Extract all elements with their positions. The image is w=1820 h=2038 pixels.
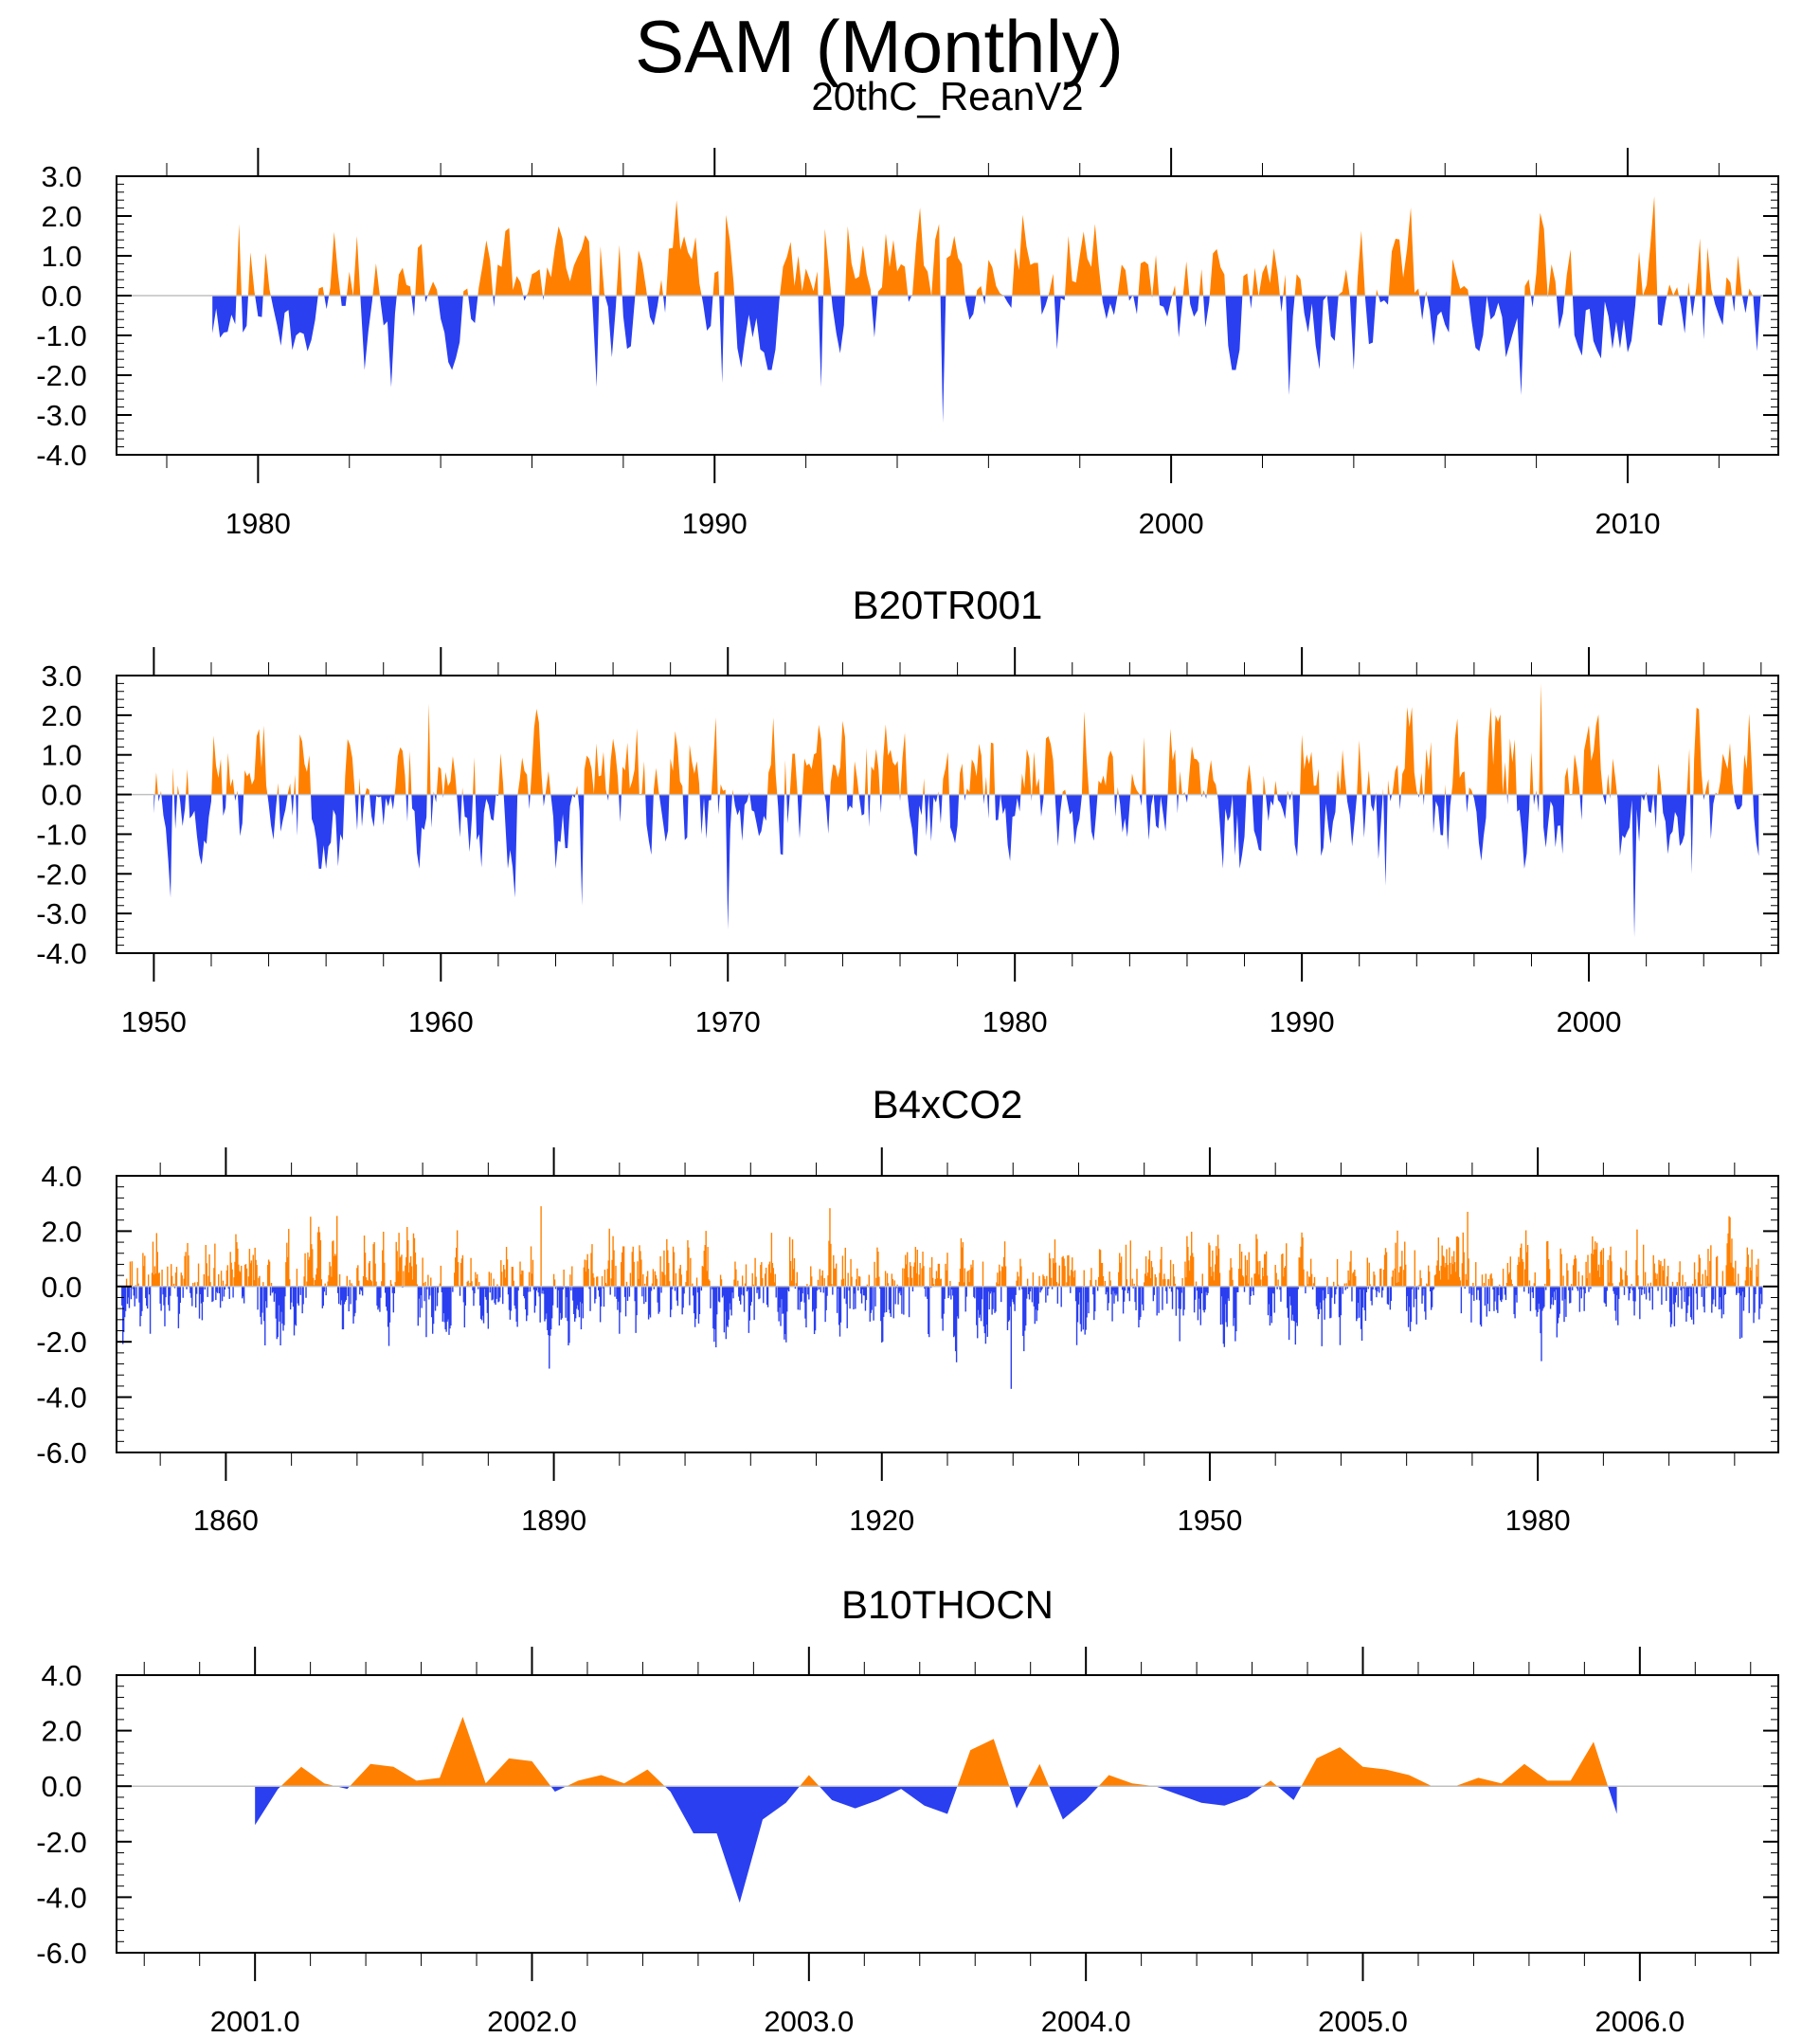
panel-1: 3.0 2.0 1.0 0.0 -1.0 -2.0 -3.0 -4.0 1980 1990 2000… (36, 148, 1779, 540)
ytick-label: -1.0 (36, 319, 86, 352)
panel-4: 4.0 2.0 0.0 -2.0 -4.0 -6.0 2001.0 2002.0 2003.0 2… (36, 1647, 1779, 2038)
xtick-label: 1960 (408, 1005, 474, 1038)
series-positive-area (280, 1716, 1609, 1787)
ytick-label: 2.0 (41, 1215, 81, 1248)
panel-3: 4.0 2.0 0.0 -2.0 -4.0 -6.0 1860 1890 1920 1950 198… (36, 1147, 1779, 1537)
xtick-label: 1950 (1177, 1504, 1242, 1537)
xtick-label: 1980 (225, 507, 291, 540)
xtick-label: 1990 (1270, 1005, 1335, 1038)
plot-frame (116, 1674, 1779, 1954)
series-negative (121, 1286, 1763, 1389)
xtick-label: 1890 (521, 1504, 586, 1537)
ytick-label: -4.0 (36, 937, 86, 970)
ytick-label: -3.0 (36, 399, 86, 432)
ytick-label: 2.0 (41, 200, 81, 233)
xtick-label: 2003.0 (764, 2005, 854, 2038)
ytick-label: -4.0 (36, 1381, 86, 1415)
panel-title-20thc-reanv2: 20thC_ReanV2 (811, 74, 1084, 118)
xtick-label: 2001.0 (210, 2005, 300, 2038)
figure-title: SAM (Monthly) (635, 5, 1124, 88)
xtick-label: 2006.0 (1595, 2005, 1685, 2038)
ytick-label: -6.0 (36, 1937, 86, 1970)
ytick-label: -4.0 (36, 1881, 86, 1914)
xtick-label: 1970 (695, 1005, 761, 1038)
ytick-label: 0.0 (41, 779, 81, 812)
ytick-label: 3.0 (41, 160, 81, 193)
plot-frame (116, 675, 1779, 954)
ytick-label: 4.0 (41, 1659, 81, 1692)
xtick-label: 2000 (1557, 1005, 1622, 1038)
ytick-label: 3.0 (41, 659, 81, 693)
ytick-label: 0.0 (41, 280, 81, 313)
panel-title-b20tr001: B20TR001 (852, 583, 1043, 627)
xtick-label: 1950 (121, 1005, 187, 1038)
series-positive (125, 1206, 1759, 1287)
series-positive-area (153, 683, 1759, 795)
ytick-label: -3.0 (36, 897, 86, 930)
xtick-label: 1980 (1505, 1504, 1571, 1537)
ytick-label: 0.0 (41, 1271, 81, 1304)
panel-2: 3.0 2.0 1.0 0.0 -1.0 -2.0 -3.0 -4.0 1950 1960 1970… (36, 647, 1779, 1038)
xtick-label: 2010 (1595, 507, 1660, 540)
ytick-label: 1.0 (41, 739, 81, 772)
series-negative-area (153, 794, 1759, 938)
series-negative-area (255, 1786, 1617, 1903)
ytick-label: -2.0 (36, 359, 86, 392)
ytick-label: -6.0 (36, 1436, 86, 1470)
ytick-label: -2.0 (36, 857, 86, 891)
xtick-label: 2002.0 (487, 2005, 577, 2038)
ytick-label: -2.0 (36, 1326, 86, 1359)
series-negative-area (212, 296, 1761, 424)
plot-frame (116, 175, 1779, 456)
xtick-label: 1920 (849, 1504, 914, 1537)
ytick-label: -4.0 (36, 439, 86, 472)
xtick-label: 1980 (982, 1005, 1048, 1038)
ytick-label: 1.0 (41, 240, 81, 273)
xtick-label: 2000 (1139, 507, 1204, 540)
ytick-label: -1.0 (36, 818, 86, 851)
plot-frame (116, 1175, 1779, 1453)
ytick-label: 0.0 (41, 1770, 81, 1803)
panel-title-b4xco2: B4xCO2 (872, 1082, 1023, 1127)
xtick-label: 1990 (682, 507, 748, 540)
panel-title-b10thocn: B10THOCN (840, 1582, 1054, 1627)
xtick-label: 2004.0 (1041, 2005, 1131, 2038)
xtick-label: 1860 (193, 1504, 259, 1537)
xtick-label: 2005.0 (1318, 2005, 1408, 2038)
ytick-label: 2.0 (41, 1715, 81, 1748)
ytick-label: -2.0 (36, 1826, 86, 1859)
ytick-label: 2.0 (41, 699, 81, 732)
ytick-label: 4.0 (41, 1160, 81, 1193)
